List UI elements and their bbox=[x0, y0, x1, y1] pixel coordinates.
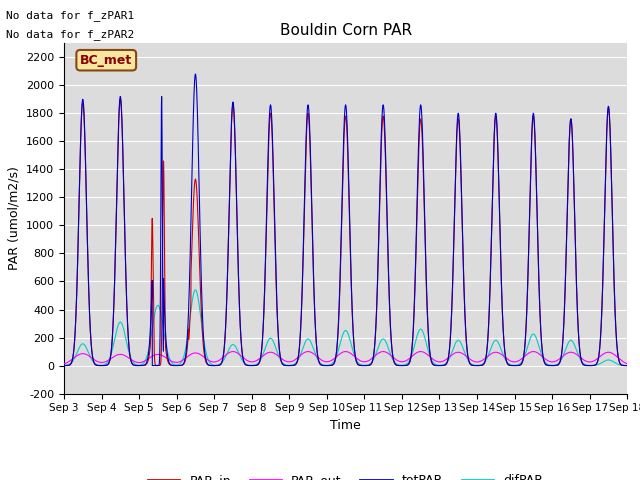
Text: No data for f_zPAR1: No data for f_zPAR1 bbox=[6, 10, 134, 21]
Y-axis label: PAR (umol/m2/s): PAR (umol/m2/s) bbox=[8, 167, 20, 270]
Text: BC_met: BC_met bbox=[80, 54, 132, 67]
Title: Bouldin Corn PAR: Bouldin Corn PAR bbox=[280, 23, 412, 38]
Legend: PAR_in, PAR_out, totPAR, difPAR: PAR_in, PAR_out, totPAR, difPAR bbox=[143, 469, 548, 480]
Text: No data for f_zPAR2: No data for f_zPAR2 bbox=[6, 29, 134, 40]
X-axis label: Time: Time bbox=[330, 419, 361, 432]
